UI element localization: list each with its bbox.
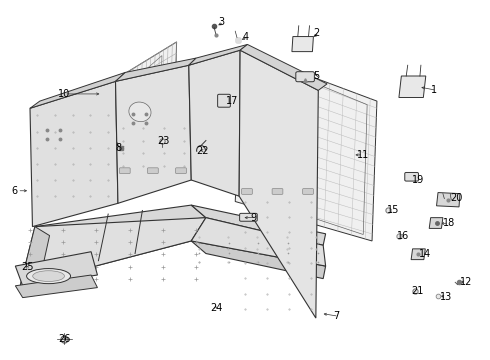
Text: 12: 12	[460, 277, 472, 287]
Text: 26: 26	[58, 333, 71, 343]
Polygon shape	[191, 241, 326, 279]
Text: 15: 15	[387, 206, 399, 216]
Ellipse shape	[26, 269, 71, 284]
Text: 19: 19	[412, 175, 424, 185]
Text: 7: 7	[333, 311, 339, 321]
Text: 2: 2	[314, 28, 319, 38]
Polygon shape	[15, 252, 98, 286]
FancyBboxPatch shape	[296, 72, 315, 82]
Text: 13: 13	[441, 292, 453, 302]
Polygon shape	[240, 44, 327, 90]
Polygon shape	[292, 37, 314, 51]
Text: 25: 25	[21, 262, 34, 272]
Text: 16: 16	[396, 231, 409, 240]
Text: 17: 17	[225, 96, 238, 106]
FancyBboxPatch shape	[218, 94, 230, 107]
Text: 9: 9	[250, 213, 256, 222]
FancyBboxPatch shape	[240, 213, 257, 221]
Polygon shape	[30, 81, 118, 226]
FancyBboxPatch shape	[272, 189, 283, 194]
Polygon shape	[101, 42, 176, 173]
FancyBboxPatch shape	[405, 172, 418, 181]
FancyBboxPatch shape	[303, 189, 314, 194]
Text: 3: 3	[218, 17, 224, 27]
FancyBboxPatch shape	[242, 189, 252, 194]
Polygon shape	[189, 44, 247, 65]
Text: 23: 23	[157, 136, 170, 145]
Polygon shape	[189, 50, 240, 196]
Polygon shape	[191, 218, 326, 266]
Text: 14: 14	[418, 248, 431, 258]
FancyBboxPatch shape	[120, 168, 130, 174]
Text: 10: 10	[58, 89, 71, 99]
Text: 4: 4	[243, 32, 249, 41]
Text: 5: 5	[314, 71, 319, 81]
Polygon shape	[35, 205, 206, 235]
Polygon shape	[191, 205, 326, 245]
Text: 24: 24	[210, 303, 222, 314]
Polygon shape	[399, 76, 426, 98]
Polygon shape	[15, 275, 98, 298]
Text: 11: 11	[357, 150, 369, 160]
Polygon shape	[30, 72, 125, 108]
Polygon shape	[411, 249, 425, 260]
Ellipse shape	[129, 102, 151, 122]
Polygon shape	[116, 58, 196, 81]
Text: 1: 1	[431, 85, 437, 95]
Text: 18: 18	[443, 218, 455, 228]
Polygon shape	[20, 218, 206, 291]
FancyBboxPatch shape	[175, 168, 186, 174]
Ellipse shape	[33, 271, 65, 282]
Text: 6: 6	[11, 186, 18, 196]
Polygon shape	[20, 218, 206, 286]
Polygon shape	[20, 226, 49, 291]
Text: 20: 20	[450, 193, 463, 203]
Polygon shape	[429, 218, 443, 228]
Polygon shape	[239, 50, 318, 318]
Text: 8: 8	[116, 143, 122, 153]
Polygon shape	[235, 51, 377, 241]
Polygon shape	[116, 65, 191, 203]
Text: 22: 22	[196, 145, 209, 156]
Polygon shape	[437, 193, 460, 207]
Text: 21: 21	[411, 286, 423, 296]
FancyBboxPatch shape	[147, 168, 158, 174]
